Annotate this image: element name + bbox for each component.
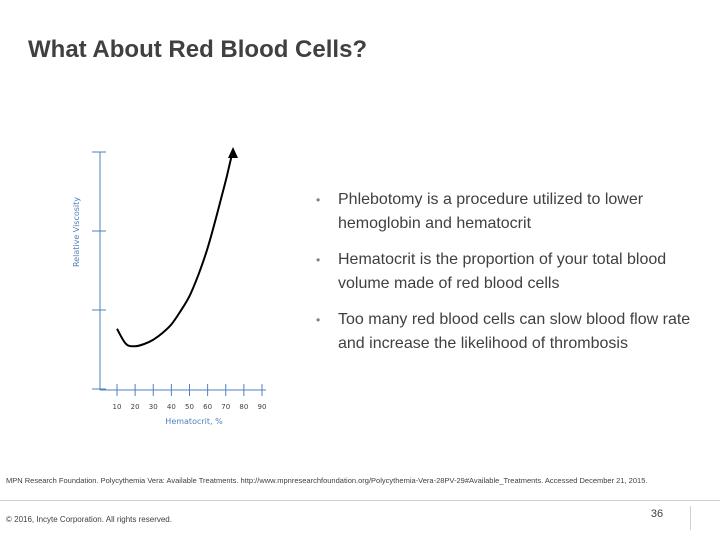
bullet-marker: • <box>316 313 321 327</box>
x-tick-label: 10 <box>113 403 122 411</box>
bullet-marker: • <box>316 193 321 207</box>
x-tick-label: 90 <box>258 403 267 411</box>
bullet-item: • Phlebotomy is a procedure utilized to … <box>316 188 696 236</box>
x-tick-label: 30 <box>149 403 158 411</box>
x-axis-label: Hematocrit, % <box>165 417 223 426</box>
bullet-item: • Hematocrit is the proportion of your t… <box>316 248 696 296</box>
bullet-text: Phlebotomy is a procedure utilized to lo… <box>338 191 644 232</box>
copyright-notice: © 2016, Incyte Corporation. All rights r… <box>6 515 172 524</box>
x-tick-label: 40 <box>167 403 176 411</box>
bullet-item: • Too many red blood cells can slow bloo… <box>316 308 696 356</box>
series-curve <box>116 149 234 348</box>
slide-title: What About Red Blood Cells? <box>28 36 368 63</box>
x-tick-label: 80 <box>239 403 248 411</box>
y-axis-ticks <box>92 151 106 390</box>
bullet-text: Too many red blood cells can slow blood … <box>338 311 691 352</box>
x-tick-label: 50 <box>185 403 194 411</box>
x-axis-ticks: 10 20 30 40 50 60 70 80 90 <box>113 384 267 411</box>
y-axis-label: Relative Viscosity <box>72 197 81 267</box>
footer-divider <box>0 500 720 501</box>
bullet-marker: • <box>316 253 321 267</box>
footer-corner-mark <box>690 506 705 530</box>
x-tick-label: 70 <box>221 403 230 411</box>
page-number: 36 <box>650 508 664 520</box>
bullet-list: • Phlebotomy is a procedure utilized to … <box>316 188 696 368</box>
x-tick-label: 20 <box>131 403 140 411</box>
bullet-text: Hematocrit is the proportion of your tot… <box>338 251 667 292</box>
curve-arrow-head <box>228 147 238 158</box>
x-tick-label: 60 <box>203 403 212 411</box>
viscosity-chart: 10 20 30 40 50 60 70 80 90 Relative Viscosity He… <box>72 147 267 426</box>
reference-citation: MPN Research Foundation. Polycythemia Ve… <box>6 476 648 485</box>
